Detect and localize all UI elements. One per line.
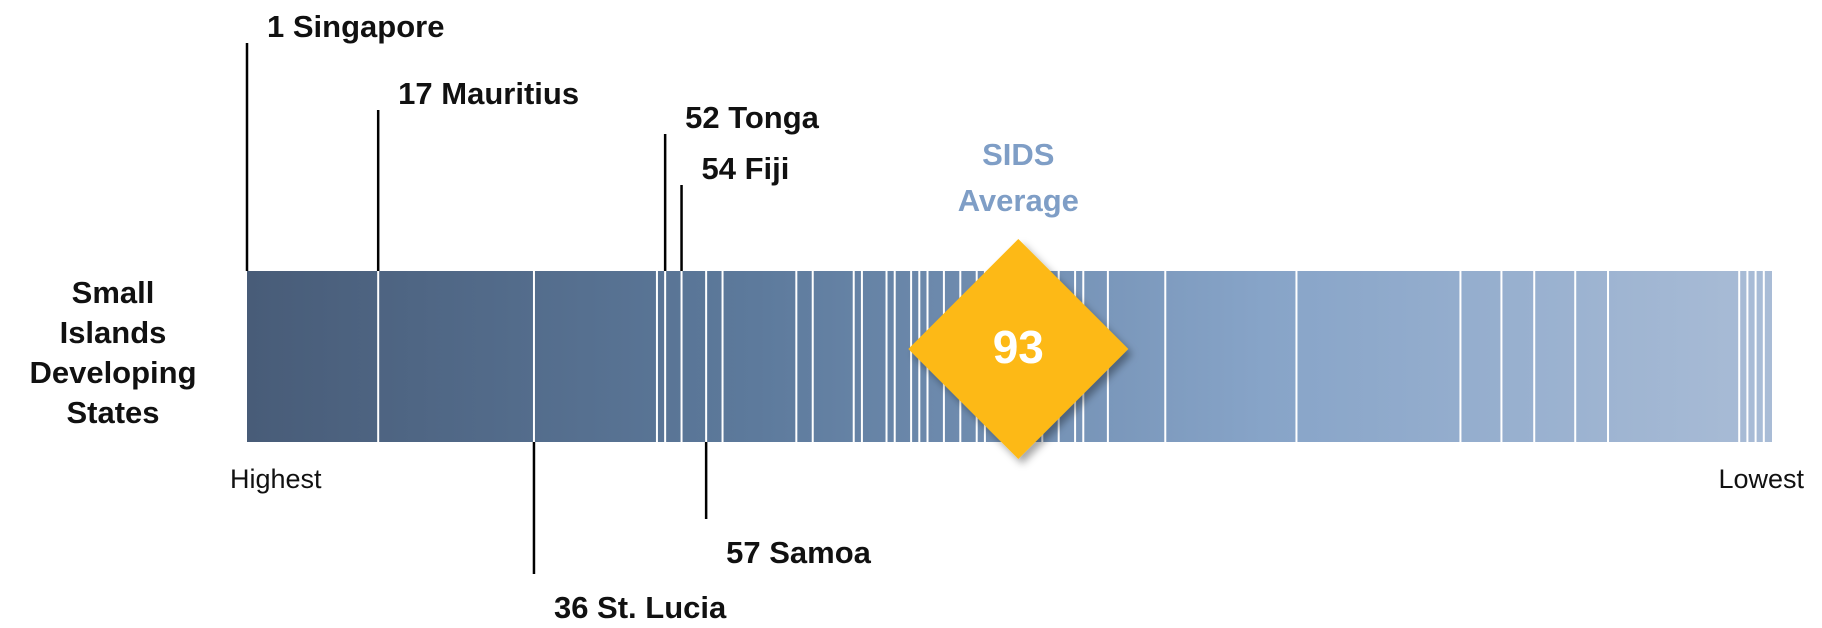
average-label: Average [958, 183, 1079, 218]
left-label: Highest [230, 464, 322, 494]
country-label: 52 Tonga [685, 100, 820, 135]
country-label: 1 Singapore [267, 9, 444, 44]
row-label: States [66, 395, 159, 430]
right-label: Lowest [1718, 464, 1804, 494]
average-diamond [908, 239, 1129, 459]
row-label: Small [72, 275, 155, 310]
country-label: 54 Fiji [702, 151, 790, 186]
country-label: 36 St. Lucia [554, 590, 727, 625]
row-label: Islands [60, 315, 167, 350]
country-label: 17 Mauritius [398, 76, 579, 111]
country-label: 57 Samoa [726, 535, 872, 570]
average-label: SIDS [982, 137, 1054, 172]
average-value: 93 [993, 321, 1044, 373]
row-label: Developing [29, 355, 196, 390]
